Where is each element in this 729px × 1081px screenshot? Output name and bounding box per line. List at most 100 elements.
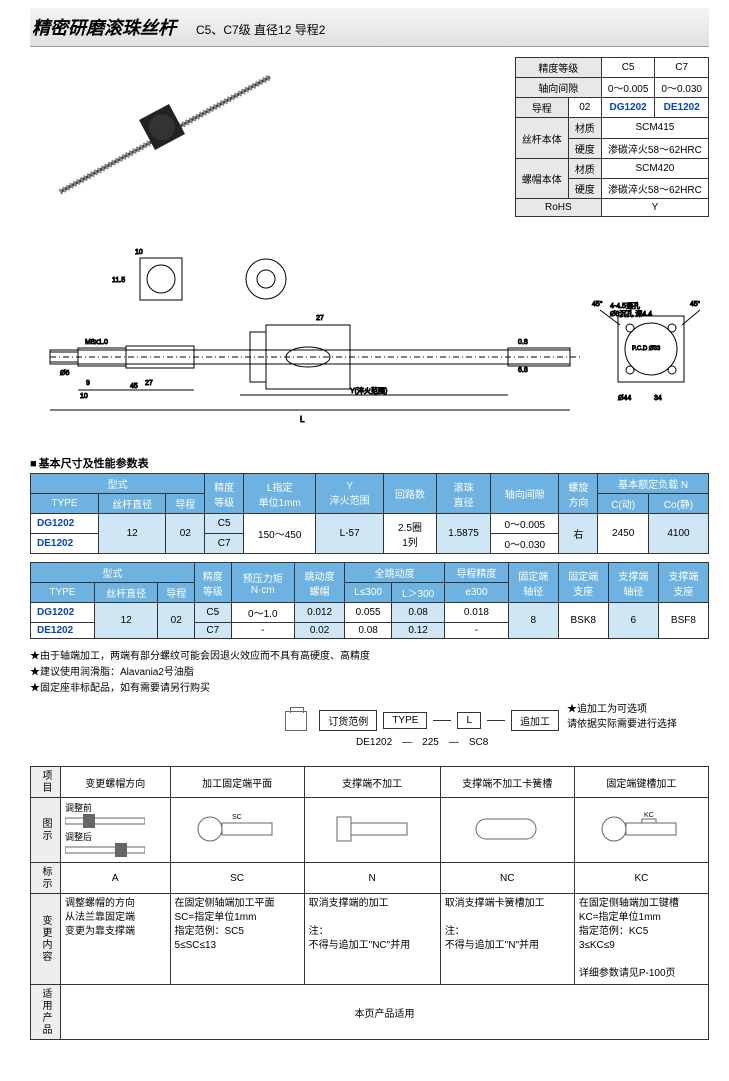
spec-grade-label: 精度等级 xyxy=(515,58,601,78)
opts-apply-side: 适用产品 xyxy=(31,985,61,1040)
t2-r2-full2: 0.12 xyxy=(392,623,445,639)
t1-lead: 02 xyxy=(166,514,205,554)
spec-rohs-val: Y xyxy=(601,198,708,216)
svg-text:10: 10 xyxy=(80,393,88,400)
page-title: 精密研磨滚珠丝杆 xyxy=(32,14,176,40)
spec-nut-hardness: 渗碳淬火58～62HRC xyxy=(601,178,708,198)
order-sub-example: DE1202 — 225 — SC8 xyxy=(285,733,559,748)
spec-hardness-label: 硬度 xyxy=(568,138,601,158)
product-photo xyxy=(30,57,310,217)
order-L: L xyxy=(457,712,481,729)
t2-r2-id: DE1202 xyxy=(31,623,95,639)
opts-head-a: 变更螺帽方向 xyxy=(61,767,171,798)
basic-param-table-1: 型式 精度等级 L指定单位1mm Y淬火范围 回路数 滚珠直径 轴向间隙 螺旋方… xyxy=(30,473,709,554)
t1-dia: 12 xyxy=(98,514,166,554)
svg-text:M8x1.0: M8x1.0 xyxy=(85,339,108,346)
opts-mark-kc: KC xyxy=(574,863,708,894)
t1-r1-grade: C5 xyxy=(205,514,244,534)
svg-text:11.5: 11.5 xyxy=(112,277,125,284)
spec-id-c7: DE1202 xyxy=(655,98,709,118)
section1-label: 基本尺寸及性能参数表 xyxy=(30,455,709,471)
t2-lead: 02 xyxy=(158,603,195,639)
t2-r1-id: DG1202 xyxy=(31,603,95,623)
opts-head-sc: 加工固定端平面 xyxy=(170,767,304,798)
t2-r2-full1: 0.08 xyxy=(345,623,392,639)
svg-text:45°: 45° xyxy=(592,300,603,308)
t1-r2-gap: 0～0.030 xyxy=(491,534,559,554)
svg-text:P.C.D Ø33: P.C.D Ø33 xyxy=(632,346,661,352)
t1-co: 4100 xyxy=(649,514,709,554)
t1-Y: L-57 xyxy=(316,514,384,554)
spec-gap-c7: 0～0.030 xyxy=(655,78,709,98)
t2-ss: BSF8 xyxy=(658,603,708,639)
opts-mark-a: A xyxy=(61,863,171,894)
svg-text:27: 27 xyxy=(145,380,153,387)
opts-diag-a: 调整前 调整后 xyxy=(61,798,171,863)
opts-head-side: 项目 xyxy=(31,767,61,798)
order-side-note: 请依据实际需要进行选择 xyxy=(567,715,709,730)
spec-lead-label: 导程 xyxy=(515,98,568,118)
spec-c7: C7 xyxy=(655,58,709,78)
svg-text:45: 45 xyxy=(130,383,138,390)
spec-rohs-label: RoHS xyxy=(515,198,601,216)
t2-r1-pre: 0～1.0 xyxy=(231,603,295,623)
t2-r2-pre: - xyxy=(231,623,295,639)
spec-shaft-material: SCM415 xyxy=(601,118,708,138)
spec-material-label: 材质 xyxy=(568,118,601,138)
opts-change-sc: 在固定侧轴端加工平面SC=指定单位1mm指定范例：SC55≤SC≤13 xyxy=(170,894,304,985)
svg-text:Ø6: Ø6 xyxy=(60,370,69,377)
svg-text:0.8: 0.8 xyxy=(518,339,528,346)
opts-diag-n xyxy=(304,798,440,863)
svg-text:9: 9 xyxy=(86,380,90,387)
t2-r1-full2: 0.08 xyxy=(392,603,445,623)
t2-dia: 12 xyxy=(94,603,158,639)
notes-block: 由于轴端加工，两端有部分螺纹可能会因退火效应而不具有高硬度、高精度 建议使用润滑… xyxy=(30,647,709,694)
svg-text:Ø8沉孔 深4.4: Ø8沉孔 深4.4 xyxy=(610,309,652,318)
svg-text:34: 34 xyxy=(654,395,662,402)
opts-mark-sc: SC xyxy=(170,863,304,894)
spec-lead-val: 02 xyxy=(568,98,601,118)
svg-text:Ø44: Ø44 xyxy=(618,395,631,402)
opts-diag-sc: SC xyxy=(170,798,304,863)
technical-drawing: M8x1.0 L 45 Y(淬火范围) 27 10 11.5 xyxy=(30,237,709,437)
t1-r2-grade: C7 xyxy=(205,534,244,554)
svg-text:27: 27 xyxy=(316,315,324,322)
opts-head-nc: 支撑端不加工卡簧槽 xyxy=(440,767,574,798)
note-2: 建议使用润滑脂：Alavania2号油脂 xyxy=(30,663,709,678)
spec-gap-label: 轴向间隙 xyxy=(515,78,601,98)
order-type: TYPE xyxy=(383,712,427,729)
t1-c: 2450 xyxy=(598,514,649,554)
spec-nut-material: SCM420 xyxy=(601,158,708,178)
opts-change-a: 调整螺帽的方向从法兰靠固定端变更为靠支撑端 xyxy=(61,894,171,985)
svg-text:Y(淬火范围): Y(淬火范围) xyxy=(350,386,387,395)
t1-r2-id: DE1202 xyxy=(31,534,99,554)
basic-param-table-2: 型式 精度等级 预压力矩N·cm 跳动度螺帽 全跳动度 导程精度 固定端轴径 固… xyxy=(30,562,709,639)
spec-shaft-hardness: 渗碳淬火58～62HRC xyxy=(601,138,708,158)
t1-L: 150～450 xyxy=(244,514,316,554)
machining-options-table: 项目 变更螺帽方向 加工固定端平面 支撑端不加工 支撑端不加工卡簧槽 固定端键槽… xyxy=(30,766,709,1040)
opts-change-side: 变更内容 xyxy=(31,894,61,985)
t2-r2-e: - xyxy=(445,623,509,639)
svg-text:SC: SC xyxy=(232,814,242,821)
svg-text:KC: KC xyxy=(644,812,654,819)
spec-nut-material-label: 材质 xyxy=(568,158,601,178)
t2-fd: 8 xyxy=(508,603,558,639)
svg-text:45°: 45° xyxy=(690,300,700,308)
opts-mark-side: 标示 xyxy=(31,863,61,894)
t2-r2-run: 0.02 xyxy=(295,623,345,639)
spec-gap-c5: 0～0.005 xyxy=(601,78,655,98)
t1-dir: 右 xyxy=(559,514,598,554)
t2-r1-full1: 0.055 xyxy=(345,603,392,623)
opts-head-kc: 固定端键槽加工 xyxy=(574,767,708,798)
svg-text:4-4.5通孔: 4-4.5通孔 xyxy=(610,301,640,310)
opts-mark-n: N xyxy=(304,863,440,894)
title-bar: 精密研磨滚珠丝杆 C5、C7级 直径12 导程2 xyxy=(30,8,709,47)
opts-head-n: 支撑端不加工 xyxy=(304,767,440,798)
svg-text:L: L xyxy=(300,415,305,424)
opts-diagram-side: 图示 xyxy=(31,798,61,863)
spec-nut-group: 螺帽本体 xyxy=(515,158,568,198)
opts-change-n: 取消支撑端的加工 注：不得与追加工"NC"并用 xyxy=(304,894,440,985)
t2-r2-grade: C7 xyxy=(194,623,231,639)
note-3: 固定座非标配品，如有需要请另行购买 xyxy=(30,679,709,694)
opts-change-kc: 在固定侧轴端加工键槽KC=指定单位1mm指定范例：KC53≤KC≤9 详细参数请… xyxy=(574,894,708,985)
